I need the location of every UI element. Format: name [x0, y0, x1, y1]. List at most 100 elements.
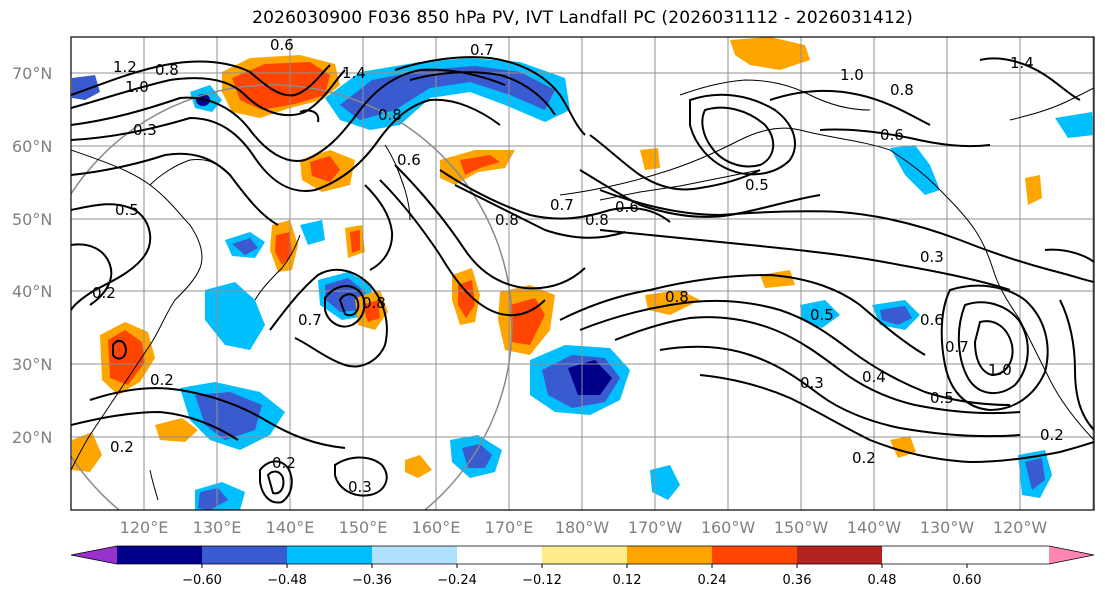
colorbar-tick-label: 0.36	[783, 573, 812, 588]
lon-label: 160°E	[412, 518, 461, 537]
contour-label: 0.8	[378, 106, 402, 124]
pv-contour-line	[599, 189, 1094, 283]
positive-anomaly	[108, 330, 145, 385]
colorbar-tick-label: 0.24	[698, 573, 727, 588]
colorbar-segment	[202, 546, 287, 564]
positive-anomaly	[645, 290, 700, 315]
colorbar-extend-low	[71, 546, 117, 564]
pv-contour-line	[71, 203, 152, 311]
negative-anomaly	[890, 145, 940, 195]
contour-label: 0.8	[585, 211, 609, 229]
positive-anomaly	[275, 232, 292, 265]
contour-label: 0.7	[298, 311, 322, 329]
contour-label: 0.3	[348, 478, 372, 496]
colorbar-tick-label: 0.12	[613, 573, 642, 588]
contour-label: 0.2	[150, 371, 174, 389]
pv-contour-line	[334, 456, 388, 497]
contour-label: 1.2	[113, 58, 137, 76]
pv-contour-line	[940, 284, 1049, 412]
contour-label: 0.7	[945, 338, 969, 356]
contour-label: 0.2	[92, 284, 116, 302]
positive-anomaly	[232, 62, 330, 110]
positive-anomaly	[310, 156, 340, 182]
pv-contour-line	[338, 293, 360, 317]
contour-label: 0.6	[397, 151, 421, 169]
landfall-radius-circle	[71, 84, 513, 510]
coastline-alaska	[559, 127, 891, 196]
colorbar-segment	[457, 546, 542, 564]
pv-contour-line	[769, 89, 931, 126]
pv-contour-line	[71, 98, 501, 192]
lon-label: 130°E	[193, 518, 242, 537]
colorbar-segment	[287, 546, 372, 564]
pv-contour-line	[589, 134, 761, 191]
pv-contour-line	[1044, 248, 1094, 263]
pv-contour-line	[379, 179, 546, 317]
coastline-north-america	[889, 149, 1094, 441]
pv-contour-line	[364, 184, 394, 271]
lat-label: 50°N	[12, 210, 52, 229]
graticule	[71, 37, 1094, 510]
pv-contour-line	[71, 410, 239, 441]
positive-anomaly	[362, 300, 380, 322]
pv-contour-line	[689, 93, 796, 176]
pv-contour-line	[614, 316, 1021, 415]
pv-contour-line	[71, 152, 279, 226]
coastline-philippines	[149, 469, 159, 501]
colorbar-tick-label: −0.48	[267, 573, 307, 588]
colorbar-segment	[797, 546, 882, 564]
positive-anomaly	[350, 230, 360, 253]
pv-contour-line	[71, 68, 506, 162]
lon-label: 120°W	[993, 518, 1048, 537]
colorbar-tick-label: −0.24	[437, 573, 477, 588]
pv-contour-line	[71, 60, 331, 97]
colorbar-tick-label: 0.48	[868, 573, 897, 588]
colorbar-tick-label: −0.36	[352, 573, 392, 588]
contour-label: 0.5	[115, 201, 139, 219]
negative-anomaly	[72, 75, 100, 100]
negative-anomaly	[800, 300, 840, 328]
pv-contour-line	[699, 374, 1094, 464]
pv-contour-line	[819, 128, 991, 148]
pv-contours	[71, 56, 1094, 504]
colorbar-ticks	[201, 564, 968, 568]
contour-label: 0.6	[920, 311, 944, 329]
contour-label: 0.8	[155, 61, 179, 79]
pv-contour-line	[394, 56, 586, 136]
contour-label: 1.0	[988, 361, 1012, 379]
pv-contour-line	[299, 109, 320, 123]
map-title: 2026030900 F036 850 hPa PV, IVT Landfall…	[252, 8, 913, 28]
pv-contour-line	[394, 164, 586, 290]
negative-anomaly	[232, 238, 258, 255]
lon-label: 170°W	[628, 518, 683, 537]
pv-contour-line	[409, 71, 556, 116]
lon-label: 120°E	[120, 518, 169, 537]
colorbar-segment	[542, 546, 627, 564]
colorbar-segment	[372, 546, 457, 564]
latitude-labels: 70°N 60°N 50°N 40°N 30°N 20°N	[12, 64, 52, 447]
positive-anomaly	[1025, 175, 1042, 205]
contour-label: 0.8	[362, 294, 386, 312]
pv-contour-line	[89, 387, 346, 449]
negative-anomaly	[880, 306, 912, 325]
pv-contour-line	[439, 169, 671, 223]
contour-label: 0.5	[930, 389, 954, 407]
negative-anomaly	[1025, 458, 1045, 490]
colorbar-extend-high	[1049, 546, 1094, 564]
colorbar-tick-label: 0.60	[953, 573, 982, 588]
contour-label: 0.5	[745, 176, 769, 194]
negative-anomaly	[300, 220, 325, 245]
lat-label: 20°N	[12, 428, 52, 447]
coastline-aleutians	[599, 169, 761, 201]
colorbar-tick-labels: −0.60 −0.48 −0.36 −0.24 −0.12 0.12 0.24 …	[182, 573, 981, 588]
contour-label: 0.2	[272, 454, 296, 472]
colorbar-tick-label: −0.12	[522, 573, 562, 588]
colorbar-outline	[70, 545, 1095, 565]
positive-anomaly	[458, 280, 475, 318]
longitude-labels: 120°E 130°E 140°E 150°E 160°E 170°E 180°…	[120, 518, 1048, 537]
pv-contour-line	[259, 460, 293, 504]
positive-anomaly	[405, 455, 432, 478]
pv-contour-line	[269, 268, 388, 368]
pv-contour-line	[599, 229, 1011, 291]
colorbar-tick-label: −0.60	[182, 573, 222, 588]
